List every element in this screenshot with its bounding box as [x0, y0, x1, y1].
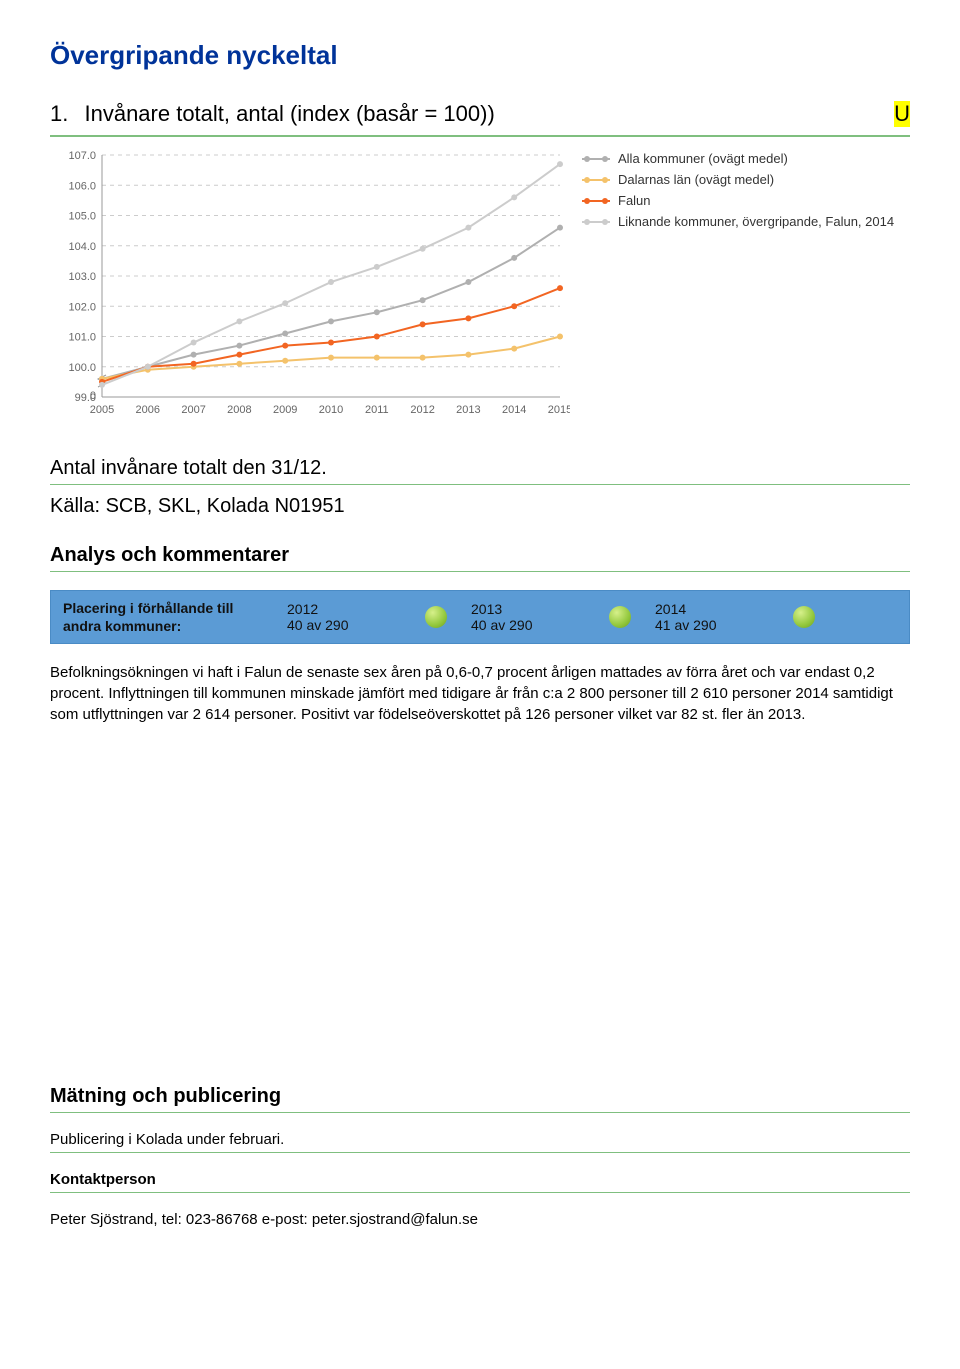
legend-label: Liknande kommuner, övergripande, Falun, … — [618, 214, 894, 229]
divider — [50, 1112, 910, 1113]
line-chart: 99.0100.0101.0102.0103.0104.0105.0106.01… — [50, 147, 570, 427]
chart-footer-1: Antal invånare totalt den 31/12. — [50, 457, 910, 480]
placement-label: Placering i förhållande till andra kommu… — [63, 599, 263, 635]
svg-text:106.0: 106.0 — [68, 180, 96, 192]
legend-item: Dalarnas län (ovägt medel) — [582, 172, 894, 187]
svg-text:2011: 2011 — [365, 404, 389, 416]
svg-text:2015: 2015 — [548, 404, 570, 416]
chart-area: 99.0100.0101.0102.0103.0104.0105.0106.01… — [50, 147, 910, 427]
placement-2014-year: 2014 — [655, 601, 686, 617]
legend-label: Dalarnas län (ovägt medel) — [618, 172, 774, 187]
divider — [50, 1152, 910, 1153]
svg-text:2009: 2009 — [273, 404, 297, 416]
svg-text:2007: 2007 — [181, 404, 205, 416]
svg-text:0: 0 — [90, 390, 96, 402]
chart-footer-2: Källa: SCB, SKL, Kolada N01951 — [50, 495, 910, 518]
divider — [50, 1192, 910, 1193]
analysis-heading: Analys och kommentarer — [50, 544, 910, 567]
chart-legend: Alla kommuner (ovägt medel) Dalarnas län … — [582, 147, 894, 427]
placement-2012-year: 2012 — [287, 601, 318, 617]
placement-bar: Placering i förhållande till andra kommu… — [50, 590, 910, 644]
placement-2014: 2014 41 av 290 — [655, 601, 765, 633]
svg-text:2013: 2013 — [456, 404, 480, 416]
measurement-heading: Mätning och publicering — [50, 1085, 910, 1108]
svg-text:2008: 2008 — [227, 404, 251, 416]
legend-swatch-icon — [582, 179, 610, 181]
legend-item: Liknande kommuner, övergripande, Falun, … — [582, 214, 894, 229]
page-title: Övergripande nyckeltal — [50, 40, 910, 71]
svg-text:100.0: 100.0 — [68, 362, 96, 374]
svg-text:101.0: 101.0 — [68, 332, 96, 344]
placement-2013: 2013 40 av 290 — [471, 601, 581, 633]
legend-item: Falun — [582, 193, 894, 208]
divider — [50, 484, 910, 485]
placement-2012-val: 40 av 290 — [287, 617, 349, 633]
status-dot-icon — [425, 606, 447, 628]
placement-2014-val: 41 av 290 — [655, 617, 717, 633]
legend-swatch-icon — [582, 158, 610, 160]
svg-text:103.0: 103.0 — [68, 271, 96, 283]
legend-label: Alla kommuner (ovägt medel) — [618, 151, 788, 166]
item-title: Invånare totalt, antal (index (basår = 1… — [84, 101, 494, 126]
status-dot-icon — [793, 606, 815, 628]
item-mark: U — [894, 101, 910, 127]
svg-text:102.0: 102.0 — [68, 301, 96, 313]
legend-label: Falun — [618, 193, 651, 208]
svg-text:2005: 2005 — [90, 404, 114, 416]
publication-text: Publicering i Kolada under februari. — [50, 1131, 910, 1148]
divider — [50, 135, 910, 137]
placement-2012: 2012 40 av 290 — [287, 601, 397, 633]
divider — [50, 571, 910, 572]
contact-heading: Kontaktperson — [50, 1171, 910, 1188]
svg-text:2014: 2014 — [502, 404, 526, 416]
placement-2013-val: 40 av 290 — [471, 617, 533, 633]
svg-text:2006: 2006 — [136, 404, 160, 416]
placement-label-2: andra kommuner: — [63, 617, 263, 635]
legend-item: Alla kommuner (ovägt medel) — [582, 151, 894, 166]
contact-text: Peter Sjöstrand, tel: 023-86768 e-post: … — [50, 1211, 910, 1228]
svg-text:104.0: 104.0 — [68, 241, 96, 253]
svg-text:107.0: 107.0 — [68, 150, 96, 162]
placement-2013-year: 2013 — [471, 601, 502, 617]
legend-swatch-icon — [582, 221, 610, 223]
placement-label-1: Placering i förhållande till — [63, 599, 263, 617]
item-heading: 1. Invånare totalt, antal (index (basår … — [50, 101, 910, 127]
legend-swatch-icon — [582, 200, 610, 202]
svg-text:2012: 2012 — [410, 404, 434, 416]
item-number: 1. — [50, 101, 68, 126]
svg-text:105.0: 105.0 — [68, 211, 96, 223]
svg-text:2010: 2010 — [319, 404, 343, 416]
analysis-body: Befolkningsökningen vi haft i Falun de s… — [50, 662, 910, 725]
status-dot-icon — [609, 606, 631, 628]
